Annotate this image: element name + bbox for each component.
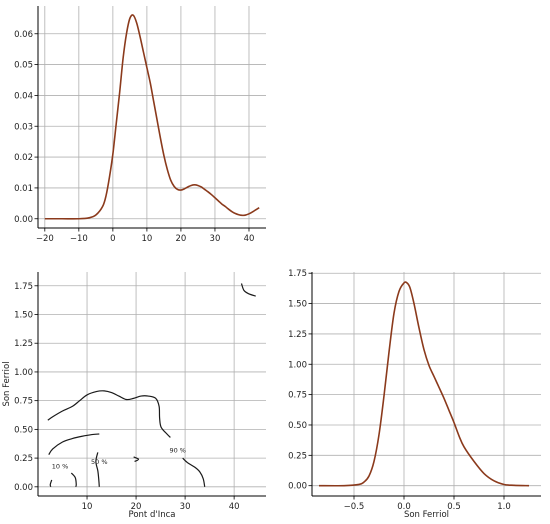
y-tick-label: 1.25 (14, 339, 33, 349)
y-tick-label: 0.03 (14, 122, 33, 132)
x-tick-label: 0.5 (447, 502, 461, 512)
y-tick-label: 1.75 (14, 282, 33, 292)
y-tick-label: 0.25 (288, 451, 307, 461)
y-tick-label: 0.01 (14, 184, 33, 194)
y-tick-label: 0.75 (14, 397, 33, 407)
y-tick-label: 1.25 (288, 330, 307, 340)
x-tick-label: 10 (141, 234, 152, 244)
x-tick-label: 30 (180, 502, 191, 512)
y-tick-label: 1.00 (288, 360, 307, 370)
x-tick-label: 30 (210, 234, 221, 244)
bottom-left-contour-plot: 10 20 30 40 0.00 0.25 0.50 0.75 1.00 1.25 1.50 1.75… (2, 272, 266, 520)
contour-line (70, 472, 77, 488)
y-axis-label: Son Ferriol (2, 361, 12, 406)
x-tick-label: 0 (110, 234, 115, 244)
x-tick-label: 20 (131, 502, 142, 512)
y-tick-label: 0.75 (288, 391, 307, 401)
y-tick-label: 0.00 (288, 482, 307, 492)
y-tick-label: 0.25 (14, 454, 33, 464)
x-tick-label: 40 (229, 502, 240, 512)
density-curve (44, 14, 260, 220)
contour-line (240, 283, 256, 297)
x-tick-label: 10 (82, 502, 93, 512)
contour-line (49, 479, 53, 487)
y-tick-label: 0.00 (14, 215, 33, 225)
contour-line (47, 390, 171, 438)
contour-line (182, 457, 206, 487)
x-tick-label: −20 (36, 234, 54, 244)
x-axis-label: Son Ferriol (404, 510, 449, 520)
y-tick-label: 1.75 (288, 269, 307, 279)
x-tick-label: −0.5 (344, 502, 365, 512)
y-tick-label: 1.00 (14, 368, 33, 378)
y-tick-label: 0.04 (14, 91, 33, 101)
y-tick-label: 0.06 (14, 30, 33, 40)
contour-label: 50 % (91, 458, 108, 466)
x-tick-label: −10 (70, 234, 88, 244)
y-tick-label: 0.00 (14, 483, 33, 493)
y-tick-label: 0.02 (14, 153, 33, 163)
y-tick-label: 1.50 (14, 311, 33, 321)
top-left-density-plot: −20 −10 0 10 20 30 40 0.00 0.01 0.02 0.03 0.04 0.05 0… (14, 6, 266, 244)
y-tick-label: 0.50 (288, 421, 307, 431)
x-tick-label: 20 (176, 234, 187, 244)
y-tick-label: 1.50 (288, 300, 307, 310)
contour-line (133, 456, 140, 463)
bottom-right-density-plot: −0.5 0.0 0.5 1.0 0.00 0.25 0.50 0.75 1.00 1.25 1.5… (288, 269, 541, 520)
x-tick-label: 1.0 (497, 502, 511, 512)
contour-line (48, 433, 100, 455)
x-tick-label: 40 (244, 234, 255, 244)
x-tick-label: 0.0 (397, 502, 411, 512)
contour-label: 90 % (169, 446, 186, 454)
y-tick-label: 0.05 (14, 61, 33, 71)
y-tick-label: 0.50 (14, 425, 33, 435)
contour-line (95, 452, 100, 487)
contour-label: 10 % (52, 462, 69, 470)
x-axis-label: Pont d'Inca (129, 510, 176, 520)
density-curve (318, 281, 530, 487)
